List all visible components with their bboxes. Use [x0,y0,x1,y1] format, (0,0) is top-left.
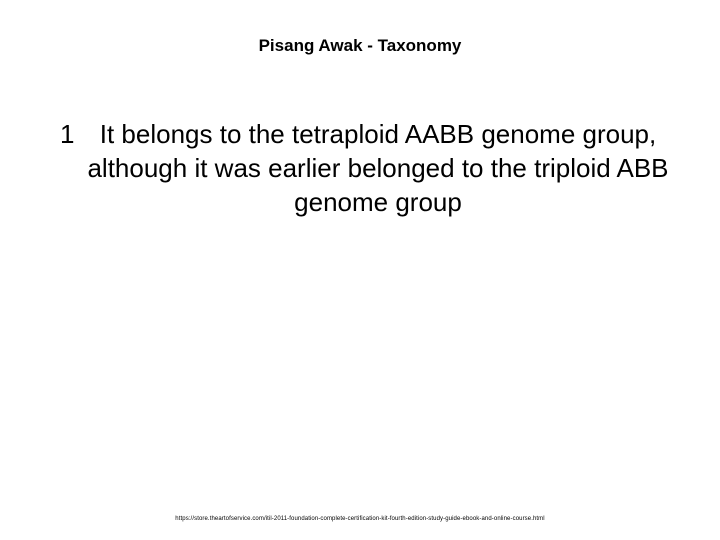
slide-title: Pisang Awak - Taxonomy [0,36,720,56]
bullet-item: 1 It belongs to the tetraploid AABB geno… [60,118,670,219]
slide-body: 1 It belongs to the tetraploid AABB geno… [60,118,670,219]
bullet-text: It belongs to the tetraploid AABB genome… [86,118,670,219]
footer-url: https://store.theartofservice.com/itil-2… [0,516,720,522]
bullet-number: 1 [60,118,86,152]
